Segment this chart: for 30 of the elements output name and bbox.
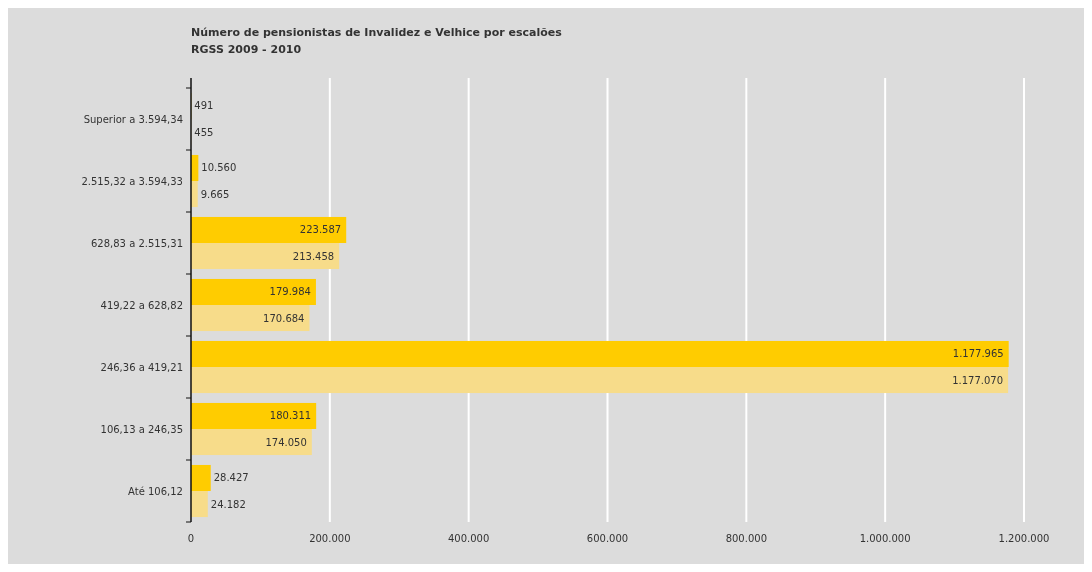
y-tick-label: Superior a 3.594,34: [83, 113, 183, 125]
x-tick-label: 1.200.000: [998, 533, 1050, 544]
data-label: 213.458: [292, 250, 335, 262]
x-tick-label: 0: [187, 533, 195, 544]
data-label: 491: [194, 100, 214, 112]
data-label: 174.050: [265, 436, 307, 448]
x-tick-label: 200.000: [309, 533, 351, 544]
y-tick-label: 628,83 a 2.515,31: [90, 237, 183, 249]
chart-title: Número de pensionistas de Invalidez e Velhice por escalões: [191, 26, 563, 39]
y-tick-label: 106,13 a 246,35: [100, 423, 183, 435]
data-label: 10.560: [201, 162, 237, 174]
y-tick-label: Até 106,12: [128, 485, 183, 497]
data-label: 24.182: [210, 498, 246, 510]
data-label: 180.311: [269, 410, 312, 422]
data-label: 223.587: [299, 224, 342, 236]
data-label: 1.177.070: [952, 374, 1004, 386]
y-tick-label: 246,36 a 419,21: [100, 361, 183, 373]
y-tick-label: 419,22 a 628,82: [100, 299, 183, 311]
x-tick-label: 400.000: [447, 533, 490, 544]
data-label: 455: [194, 126, 214, 138]
y-tick-label: 2.515,32 a 3.594,33: [81, 175, 183, 187]
data-label: 170.684: [263, 312, 305, 324]
data-label: 9.665: [200, 188, 230, 200]
chart-subtitle: RGSS 2009 - 2010: [191, 43, 302, 56]
data-label: 179.984: [269, 286, 311, 298]
x-tick-label: 1.000.000: [859, 533, 911, 544]
data-label: 28.427: [213, 472, 249, 484]
x-tick-label: 800.000: [725, 533, 768, 544]
x-tick-label: 600.000: [586, 533, 629, 544]
data-label: 1.177.965: [952, 348, 1004, 360]
